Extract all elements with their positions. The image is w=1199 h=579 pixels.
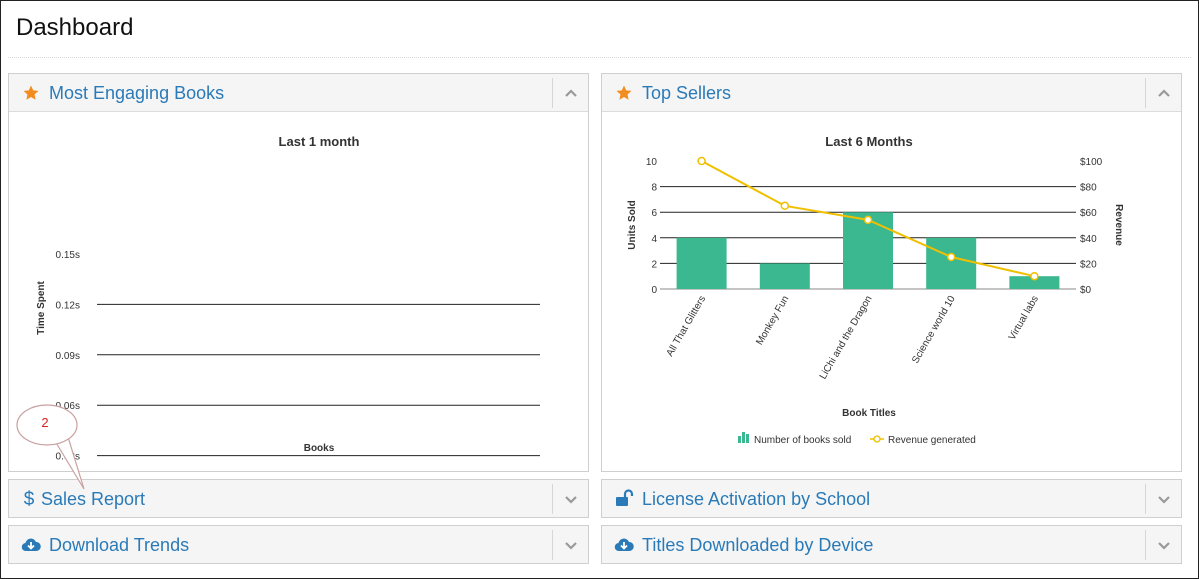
panel-header-license-activation[interactable]: License Activation by School [602, 480, 1181, 517]
panel-top-sellers: Top Sellers Last 6 Months 10 $100 8 $80 6 $60 4… [601, 73, 1182, 472]
y-axis-label: Units Sold [627, 200, 638, 249]
y2-tick-label: $20 [1080, 259, 1097, 270]
chart-title: Last 1 month [279, 134, 360, 149]
panel-title: License Activation by School [642, 489, 871, 509]
title-divider [8, 57, 1191, 58]
y-axis-label: Time Spent [36, 280, 47, 334]
x-tick-label: LiChi and the Dragon [818, 294, 875, 381]
y-tick-label: 2 [651, 259, 657, 270]
chevron-down-icon[interactable] [552, 530, 588, 560]
panel-title: Sales Report [41, 489, 146, 509]
x-tick-label: Monkey Fun [754, 294, 791, 347]
panel-titles-by-device: Titles Downloaded by Device [601, 525, 1182, 564]
x-axis-label: Book Titles [842, 408, 896, 419]
x-tick-label: Science world 10 [910, 294, 958, 366]
chevron-down-icon[interactable] [1145, 530, 1181, 560]
bar-3 [843, 212, 893, 289]
y2-tick-label: $40 [1080, 234, 1097, 245]
chevron-up-icon[interactable] [1145, 78, 1181, 108]
panel-download-trends: Download Trends [8, 525, 589, 564]
y-tick-label: 0.12s [56, 300, 80, 311]
x-tick-label: Virtual labs [1007, 294, 1041, 342]
revenue-point-5 [1030, 271, 1039, 281]
legend-bar-icon [746, 434, 749, 443]
revenue-point-4 [946, 252, 956, 262]
panel-license-activation: License Activation by School [601, 479, 1182, 518]
y-tick-label: 0 [651, 285, 657, 296]
revenue-point-2 [780, 201, 790, 211]
star-icon [21, 83, 41, 103]
cloud-download-icon [614, 535, 634, 555]
panel-sales-report: $ Sales Report [8, 479, 589, 518]
top-sellers-chart: Last 6 Months 10 $100 8 $80 6 $60 4 $40 2 $20 0 $0 Al… [627, 134, 1124, 446]
revenue-point-3 [863, 215, 873, 225]
panel-header-most-engaging-books[interactable]: Most Engaging Books [9, 74, 588, 112]
legend-label: Revenue generated [888, 435, 976, 446]
x-axis-label: Books [304, 443, 335, 454]
bar-2 [759, 263, 810, 289]
legend-line-icon [873, 435, 881, 443]
page-title: Dashboard [16, 14, 134, 41]
y-tick-label: 8 [651, 183, 657, 194]
svg-text:$: $ [24, 489, 35, 509]
panel-title: Top Sellers [642, 83, 732, 103]
legend-bar-icon [742, 432, 745, 443]
y-tick-label: 0.15s [56, 250, 80, 261]
cloud-download-icon [21, 535, 41, 555]
panel-body: Last 6 Months 10 $100 8 $80 6 $60 4 $40 2 $20 0 $0 Al… [602, 113, 1181, 471]
panel-title: Most Engaging Books [49, 83, 225, 103]
y2-axis-label: Revenue [1113, 204, 1124, 246]
revenue-point-1 [697, 156, 706, 166]
y2-tick-label: $0 [1080, 285, 1092, 296]
y2-tick-label: $80 [1080, 183, 1097, 194]
chevron-down-icon[interactable] [552, 484, 588, 514]
panel-header-titles-by-device[interactable]: Titles Downloaded by Device [602, 526, 1181, 563]
unlock-icon [614, 489, 634, 509]
y-tick-label: 4 [651, 234, 657, 245]
legend-label: Number of books sold [754, 435, 851, 446]
y-tick-label: 0.03s [56, 452, 80, 463]
panel-body: Last 1 month0.15s0.12s0.09s0.06s0.03s0sB… [9, 113, 588, 513]
y2-tick-label: $60 [1080, 208, 1097, 219]
dollar-icon: $ [19, 489, 39, 509]
bar-5 [1009, 276, 1060, 289]
panel-header-download-trends[interactable]: Download Trends [9, 526, 588, 563]
panel-header-top-sellers[interactable]: Top Sellers [602, 74, 1181, 112]
panel-most-engaging-books: Most Engaging Books Last 1 month 0.15s 0.1… [8, 73, 589, 513]
star-icon [614, 83, 634, 103]
legend-bar-icon [738, 436, 741, 443]
chart-title: Last 6 Months [825, 134, 912, 149]
panel-title: Titles Downloaded by Device [642, 535, 874, 555]
bar-1 [676, 237, 727, 289]
panel-header-sales-report[interactable]: $ Sales Report [9, 480, 588, 517]
y-tick-label: 0.09s [56, 351, 80, 362]
chevron-up-icon[interactable] [552, 78, 588, 108]
bar-4 [926, 237, 977, 289]
time-spent-chart: Last 1 month0.15s0.12s0.09s0.06s0.03s0sB… [36, 134, 540, 513]
chart-legend: Number of books sold Revenue generated [738, 432, 976, 446]
x-tick-label: All That Glitters [665, 294, 709, 359]
y2-tick-label: $100 [1080, 157, 1103, 168]
y-tick-label: 6 [651, 208, 657, 219]
chevron-down-icon[interactable] [1145, 484, 1181, 514]
y-tick-label: 0.06s [56, 401, 80, 412]
panel-title: Download Trends [49, 535, 190, 555]
y-tick-label: 10 [646, 157, 658, 168]
